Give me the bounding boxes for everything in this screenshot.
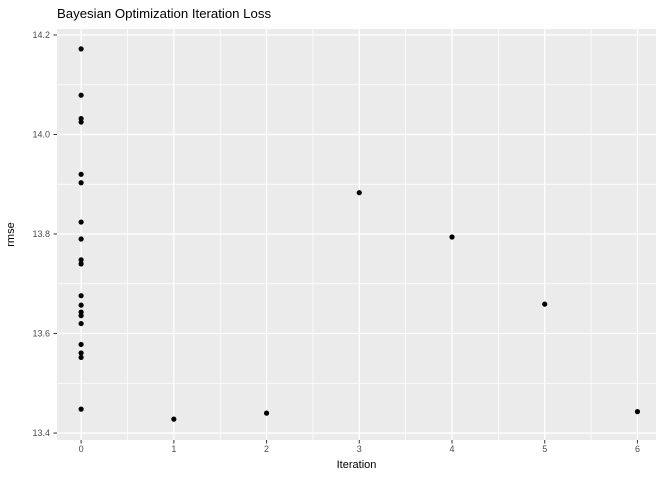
axis-ticks: [53, 34, 638, 444]
data-point: [78, 119, 84, 125]
data-point: [78, 46, 84, 52]
data-point: [449, 234, 455, 240]
y-tick-label: 13.6: [32, 329, 50, 339]
data-point: [634, 409, 641, 415]
data-point: [542, 301, 548, 307]
y-axis-title: rmse: [5, 222, 17, 246]
data-point: [78, 236, 84, 242]
x-tick-label: 4: [449, 444, 454, 454]
x-tick-label: 1: [171, 444, 176, 454]
axis-tick-labels: 0 1 2 3 4 5 6 13.4 13.6 13.8 14.0 14.2: [32, 30, 639, 454]
data-point: [78, 354, 84, 361]
x-tick-label: 2: [264, 444, 269, 454]
data-point: [171, 416, 177, 422]
data-point: [78, 293, 84, 299]
data-point: [78, 257, 84, 263]
plot-title: Bayesian Optimization Iteration Loss: [57, 6, 271, 21]
y-tick-label: 13.4: [32, 428, 50, 438]
data-point: [78, 219, 84, 225]
y-tick-label: 14.2: [32, 30, 50, 40]
data-point: [78, 406, 84, 412]
x-tick-label: 0: [79, 444, 84, 454]
x-axis-title: Iteration: [337, 459, 377, 471]
x-tick-label: 3: [357, 444, 362, 454]
y-tick-label: 13.8: [32, 229, 50, 239]
data-point: [78, 171, 84, 177]
data-point: [78, 302, 84, 308]
data-point: [356, 190, 362, 196]
y-tick-label: 14.0: [32, 130, 50, 140]
x-tick-label: 6: [635, 444, 640, 454]
data-point: [78, 92, 84, 98]
data-point: [78, 341, 84, 348]
data-point: [78, 180, 84, 186]
data-point: [78, 320, 84, 327]
data-point: [263, 410, 270, 416]
x-tick-label: 5: [542, 444, 547, 454]
data-point: [78, 313, 84, 319]
data-point: [78, 261, 84, 267]
data-points: [78, 46, 641, 422]
data-point: [78, 350, 84, 356]
